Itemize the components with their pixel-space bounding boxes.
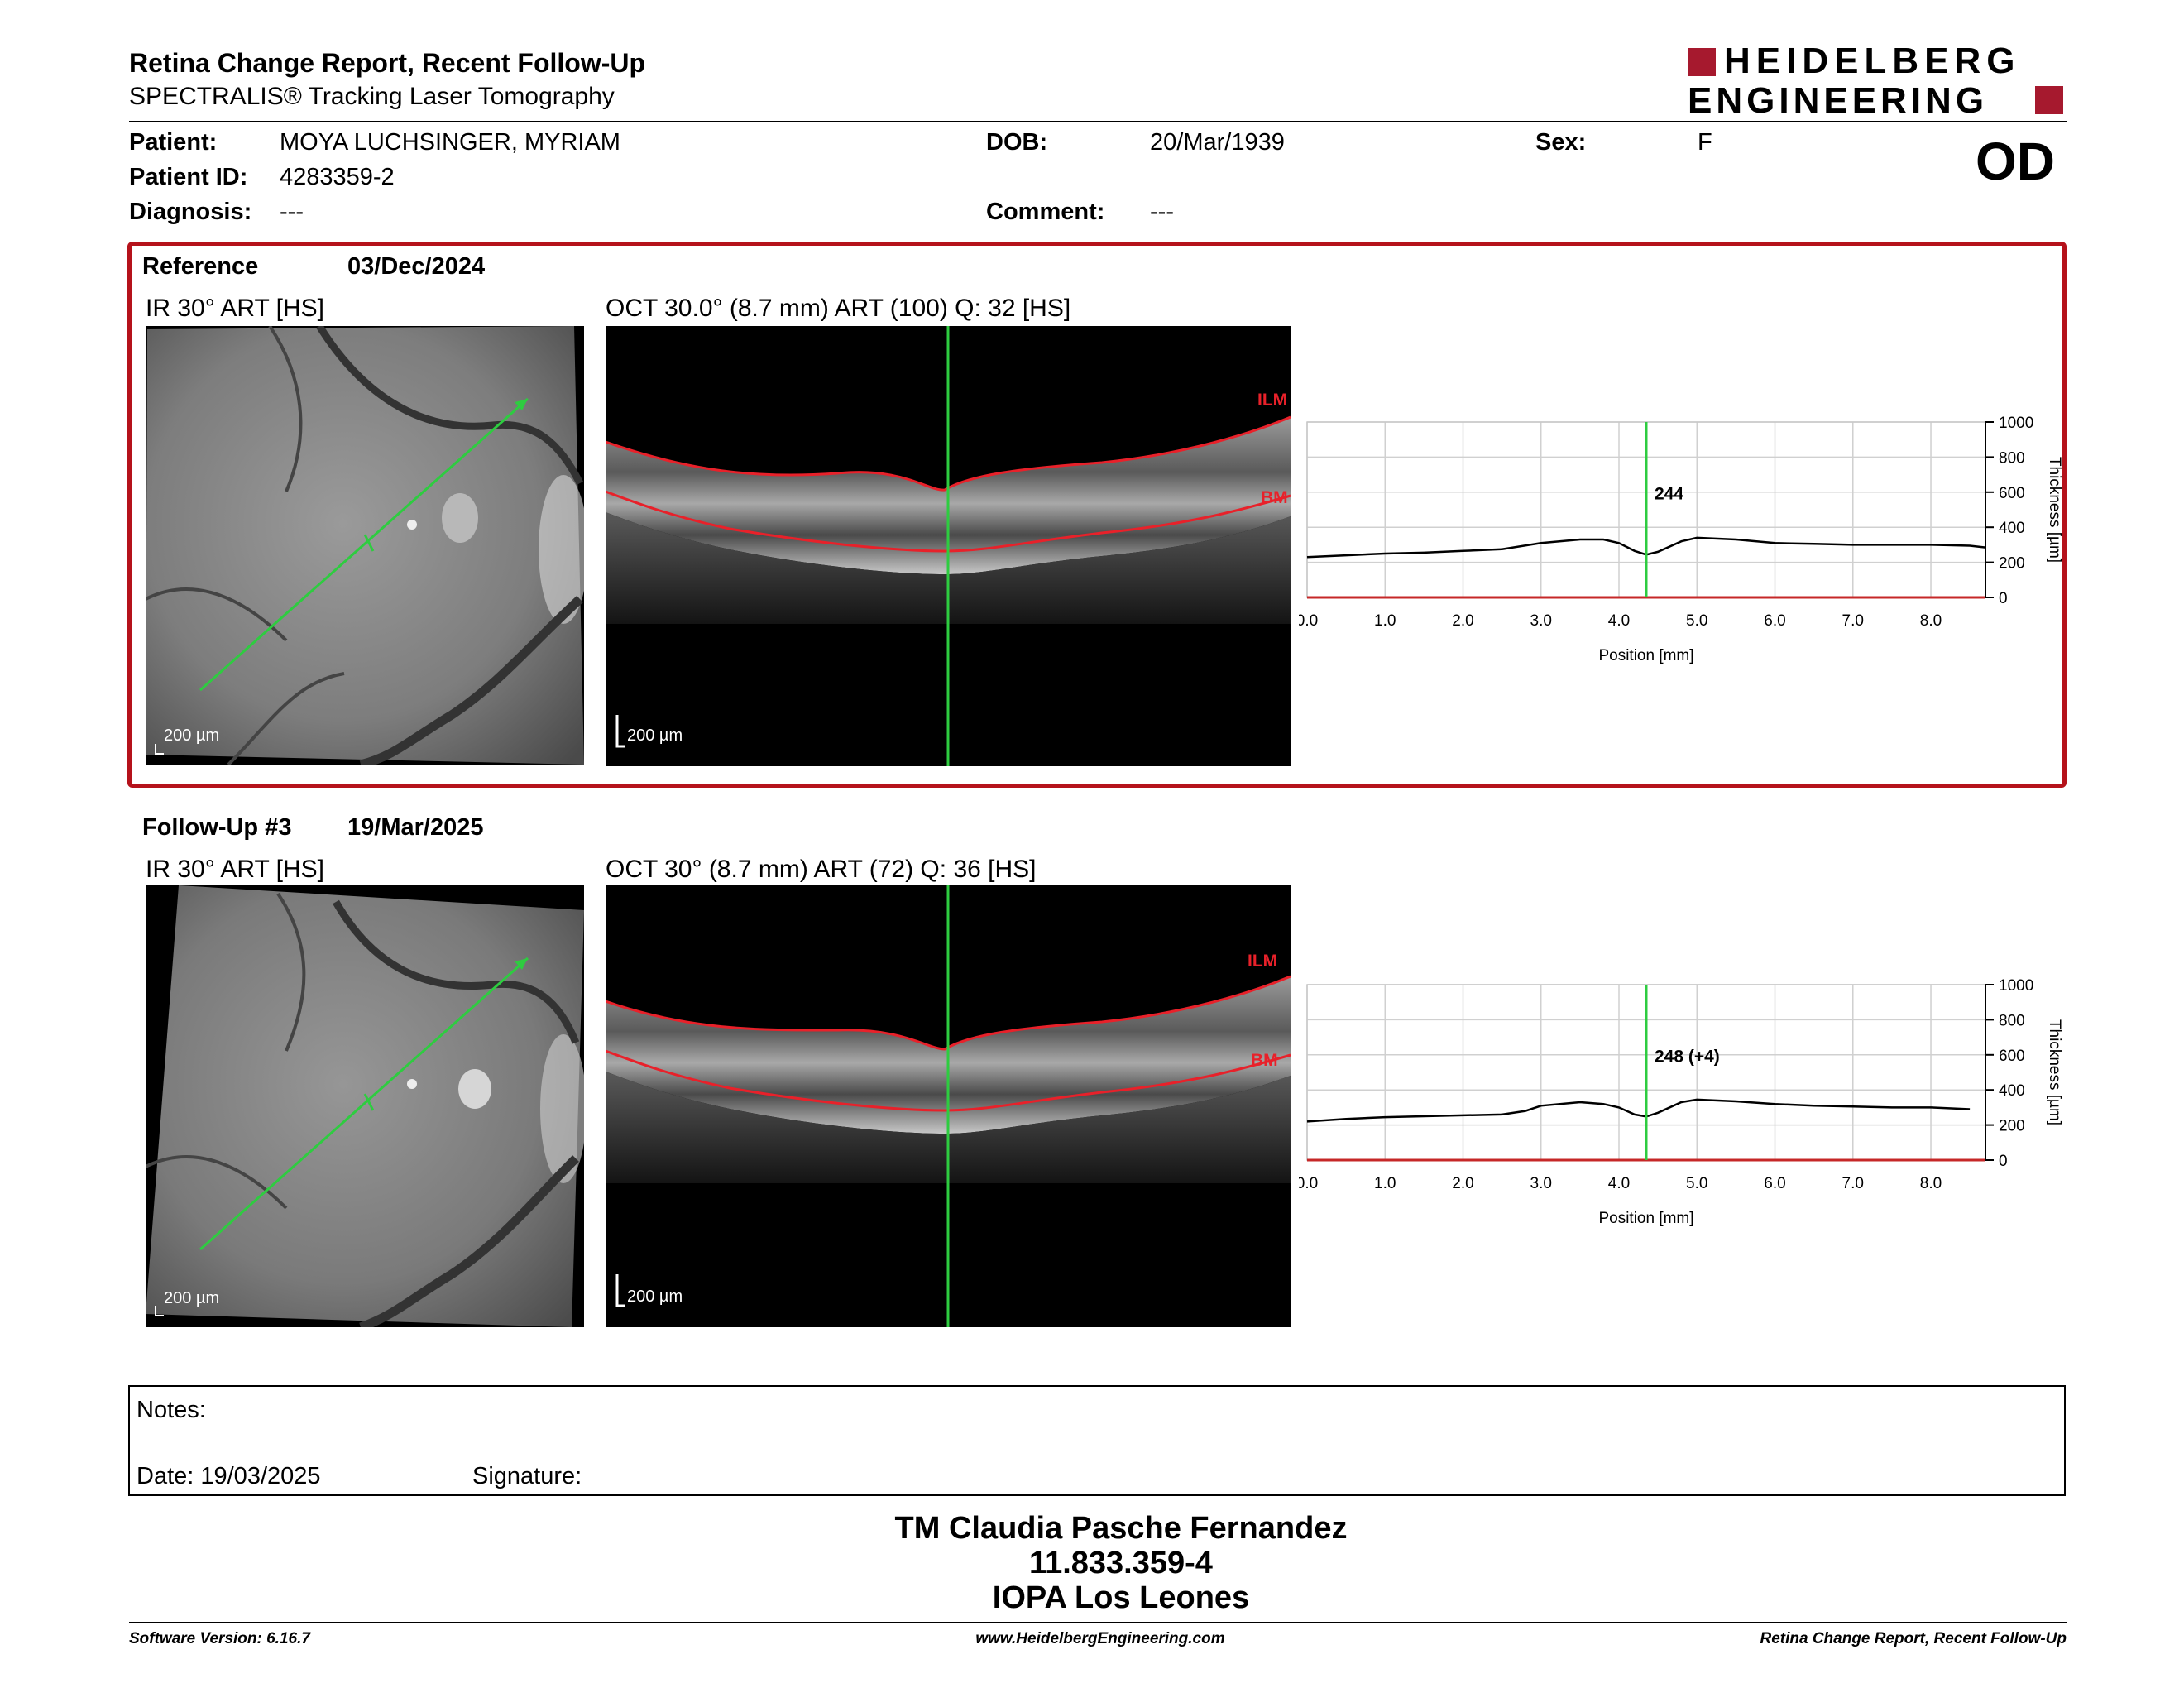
- stamp-institution: IOPA Los Leones: [992, 1580, 1250, 1615]
- logo-square-icon-2: [2035, 86, 2063, 114]
- footer-divider: [129, 1622, 2067, 1623]
- thickness-chart-svg: 0 200 400 600 800 1000 0.0 1.0 2.0 3.0 4.0 5.0 6.0 7.…: [1296, 415, 2063, 664]
- x-tick-label: 8.0: [1920, 612, 1942, 630]
- reference-ir-scale: 200 µm: [164, 727, 220, 745]
- x-tick-label: 1.0: [1374, 1175, 1396, 1192]
- reference-date: 03/Dec/2024: [347, 253, 486, 280]
- x-axis-label: Position [mm]: [1598, 1210, 1693, 1227]
- sex-value: F: [1698, 129, 1712, 156]
- x-tick-label: 6.0: [1764, 612, 1785, 630]
- reference-ir-image: 200 µm: [146, 326, 584, 765]
- y-tick-label: 400: [1999, 520, 2025, 537]
- dob-label: DOB:: [986, 129, 1048, 156]
- followup-ir-title: IR 30° ART [HS]: [146, 856, 324, 883]
- diagnosis-label: Diagnosis:: [129, 199, 252, 225]
- reference-label: Reference: [142, 253, 259, 280]
- reference-ilm-label: ILM: [1257, 391, 1288, 410]
- x-tick-label: 1.0: [1374, 612, 1396, 630]
- footer-software: Software Version: 6.16.7: [129, 1630, 310, 1647]
- x-tick-label: 3.0: [1530, 1175, 1552, 1192]
- x-tick-label: 7.0: [1842, 1175, 1864, 1192]
- patient-name: MOYA LUCHSINGER, MYRIAM: [280, 129, 620, 156]
- reference-box: [127, 242, 2067, 788]
- sex-label: Sex:: [1535, 129, 1587, 156]
- followup-ir-scale: 200 µm: [164, 1289, 220, 1307]
- x-tick-label: 5.0: [1686, 612, 1707, 630]
- notes-label: Notes:: [136, 1397, 206, 1423]
- header-divider: [129, 121, 2067, 122]
- dob-value: 20/Mar/1939: [1150, 129, 1285, 156]
- y-axis-label: Thickness [µm]: [2046, 1019, 2063, 1125]
- reference-oct-scale: 200 µm: [627, 727, 683, 745]
- x-tick-label: 8.0: [1920, 1175, 1942, 1192]
- y-axis-label: Thickness [µm]: [2046, 457, 2063, 563]
- x-tick-label: 4.0: [1608, 612, 1630, 630]
- x-tick-label: 6.0: [1764, 1175, 1785, 1192]
- thickness-chart-svg: 0 200 400 600 800 1000 0.0 1.0 2.0 3.0 4.0 5.0 6.0 7.…: [1296, 977, 2063, 1227]
- stamp-id: 11.833.359-4: [1029, 1546, 1213, 1580]
- logo-text-line2: ENGINEERING: [1688, 80, 1989, 121]
- followup-oct-scale: 200 µm: [627, 1288, 683, 1306]
- footer-website[interactable]: www.HeidelbergEngineering.com: [975, 1630, 1225, 1647]
- followup-oct-image: ILM BM 200 µm: [606, 885, 1291, 1327]
- x-tick-label: 7.0: [1842, 612, 1864, 630]
- logo-square-icon: [1688, 48, 1716, 76]
- followup-thickness-chart: 0 200 400 600 800 1000 0.0 1.0 2.0 3.0 4.0 5.0 6.0 7.…: [1296, 976, 2076, 1241]
- y-tick-label: 0: [1999, 1153, 2008, 1170]
- notes-box: Notes: Date: 19/03/2025 Signature:: [128, 1385, 2066, 1496]
- logo-text-line1: HEIDELBERG: [1724, 41, 2021, 81]
- followup-bm-label: BM: [1251, 1051, 1278, 1070]
- y-tick-label: 600: [1999, 1048, 2025, 1065]
- x-tick-label: 4.0: [1608, 1175, 1630, 1192]
- x-axis-label: Position [mm]: [1598, 647, 1693, 664]
- notes-date: Date: 19/03/2025: [136, 1463, 321, 1489]
- report-subtitle: SPECTRALIS® Tracking Laser Tomography: [129, 83, 615, 110]
- y-tick-label: 600: [1999, 485, 2025, 502]
- marker-label: 244: [1655, 484, 1684, 503]
- reference-thickness-chart: 0 200 400 600 800 1000 0.0 1.0 2.0 3.0 4.0 5.0 6.0 7.…: [1296, 414, 2076, 679]
- y-tick-label: 400: [1999, 1082, 2025, 1100]
- x-tick-label: 0.0: [1299, 1175, 1318, 1192]
- comment-label: Comment:: [986, 199, 1105, 225]
- x-tick-label: 5.0: [1686, 1175, 1707, 1192]
- followup-oct-title: OCT 30° (8.7 mm) ART (72) Q: 36 [HS]: [606, 856, 1037, 883]
- footer-report: Retina Change Report, Recent Follow-Up: [1760, 1630, 2067, 1647]
- patient-label: Patient:: [129, 129, 218, 156]
- y-tick-label: 200: [1999, 1118, 2025, 1135]
- followup-ir-image: 200 µm: [146, 885, 584, 1327]
- x-tick-label: 2.0: [1452, 1175, 1473, 1192]
- followup-ilm-label: ILM: [1248, 952, 1278, 971]
- heidelberg-logo: HEIDELBERG ENGINEERING: [1688, 41, 2068, 121]
- comment-value: ---: [1150, 199, 1174, 225]
- patient-id-label: Patient ID:: [129, 164, 248, 190]
- y-tick-label: 0: [1999, 590, 2008, 607]
- patient-id-value: 4283359-2: [280, 164, 395, 190]
- x-tick-label: 0.0: [1299, 612, 1318, 630]
- x-tick-label: 2.0: [1452, 612, 1473, 630]
- y-tick-label: 1000: [1999, 977, 2033, 995]
- reference-bm-label: BM: [1261, 488, 1288, 507]
- reference-oct-image: ILM BM 200 µm: [606, 326, 1291, 766]
- y-tick-label: 1000: [1999, 415, 2033, 432]
- y-tick-label: 800: [1999, 1012, 2025, 1029]
- followup-date: 19/Mar/2025: [347, 814, 484, 841]
- stamp-name: TM Claudia Pasche Fernandez: [894, 1511, 1348, 1546]
- thickness-line: [1306, 1098, 1971, 1123]
- y-tick-label: 800: [1999, 449, 2025, 467]
- y-tick-label: 200: [1999, 555, 2025, 573]
- reference-ir-title: IR 30° ART [HS]: [146, 295, 324, 322]
- x-tick-label: 3.0: [1530, 612, 1552, 630]
- reference-oct-title: OCT 30.0° (8.7 mm) ART (100) Q: 32 [HS]: [606, 295, 1071, 322]
- eye-label: OD: [1976, 132, 2055, 191]
- report-title: Retina Change Report, Recent Follow-Up: [129, 48, 646, 78]
- followup-label: Follow-Up #3: [142, 814, 292, 841]
- marker-label: 248 (+4): [1655, 1047, 1720, 1066]
- signature-label: Signature:: [472, 1463, 582, 1489]
- diagnosis-value: ---: [280, 199, 304, 225]
